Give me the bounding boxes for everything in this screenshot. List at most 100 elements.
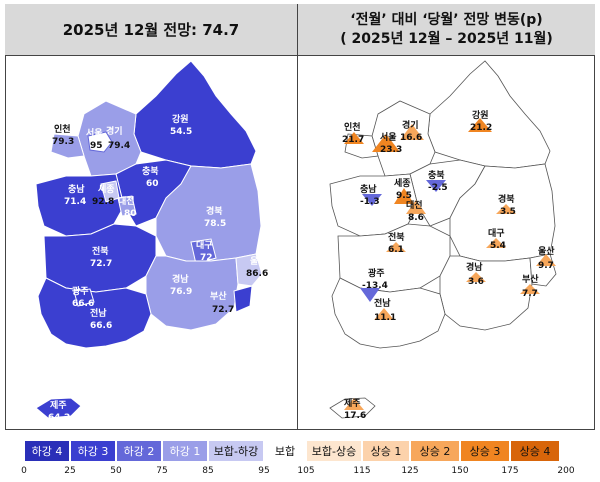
tick: 85 xyxy=(202,466,214,476)
label-daejeon-value: 80 xyxy=(124,209,137,219)
right-label-sejong-value: 9.5 xyxy=(396,191,412,201)
region-daejeon xyxy=(117,195,137,217)
tick: 115 xyxy=(353,466,371,476)
tick: 105 xyxy=(297,466,315,476)
label-ulsan-value: 86.6 xyxy=(246,269,268,279)
legend-hagang4: 하강 4 xyxy=(24,440,70,462)
marker-jeonbuk xyxy=(386,242,406,252)
tick: 200 xyxy=(557,466,575,476)
tick: 25 xyxy=(64,466,76,476)
label-daegu-name: 대구 xyxy=(196,239,213,251)
label-gyeongbuk-value: 78.5 xyxy=(204,219,226,229)
legend-sangseung4: 상승 4 xyxy=(510,440,560,462)
right-label-chungnam-value: -1.3 xyxy=(360,197,380,207)
marker-gwangju xyxy=(360,288,380,302)
right-label-chungbuk-name: 충북 xyxy=(428,169,445,181)
region-jeonbuk xyxy=(43,223,157,293)
marker-gyeongbuk xyxy=(496,204,516,214)
right-label-chungbuk-value: -2.5 xyxy=(428,183,448,193)
label-busan-value: 72.7 xyxy=(212,305,234,315)
right-label-ulsan-value: 9.7 xyxy=(538,261,554,271)
label-jeonbuk-value: 72.7 xyxy=(90,259,112,269)
legend-hagang1: 하강 1 xyxy=(162,440,208,462)
tick: 95 xyxy=(258,466,270,476)
right-label-gangwon-name: 강원 xyxy=(472,109,489,121)
region-jeonnam xyxy=(37,277,152,349)
label-ulsan-name: 울산 xyxy=(250,255,267,267)
region-ulsan xyxy=(235,253,263,287)
right-label-gyeonggi-name: 경기 xyxy=(402,119,419,131)
right-label-daegu-value: 5.4 xyxy=(490,241,506,251)
right-label-gyeongnam-name: 경남 xyxy=(466,261,483,273)
right-label-jeonnam-value: 11.1 xyxy=(374,313,396,323)
panel-divider xyxy=(297,4,298,430)
label-gyeongnam-name: 경남 xyxy=(172,273,189,285)
right-label-gyeongbuk-name: 경북 xyxy=(498,193,515,205)
right-label-gangwon-value: 21.2 xyxy=(470,123,492,133)
right-label-seoul-value: 23.3 xyxy=(380,145,402,155)
marker-jeju xyxy=(344,398,364,410)
legend-bohap-hagang: 보합-하강 xyxy=(208,440,264,462)
marker-sejong xyxy=(394,188,414,204)
label-gangwon-name: 강원 xyxy=(172,113,189,125)
region-gangwon xyxy=(133,60,257,169)
right-label-incheon-value: 21.7 xyxy=(342,135,364,145)
legend-sangseung1: 상승 1 xyxy=(362,440,410,462)
right-label-gyeonggi-value: 16.6 xyxy=(400,133,422,143)
marker-daegu xyxy=(486,238,506,248)
right-label-jeju-name: 제주 xyxy=(344,397,361,409)
label-sejong-name: 세종 xyxy=(98,183,115,195)
right-label-jeonbuk-value: 6.1 xyxy=(388,245,404,255)
label-incheon-name: 인천 xyxy=(54,124,71,135)
marker-chungbuk xyxy=(426,180,446,192)
tick: 75 xyxy=(156,466,168,476)
label-jeonbuk-name: 전북 xyxy=(92,245,109,257)
marker-gyeonggi xyxy=(400,124,424,140)
right-label-sejong-name: 세종 xyxy=(394,177,411,189)
label-chungnam-name: 충남 xyxy=(68,183,85,195)
right-label-ulsan-name: 울산 xyxy=(538,245,555,257)
region-incheon xyxy=(50,133,85,159)
right-label-gwangju-value: -13.4 xyxy=(362,281,388,291)
right-label-gyeongbuk-value: 3.5 xyxy=(500,207,516,217)
label-chungbuk-value: 60 xyxy=(146,179,159,189)
right-label-jeju-value: 17.6 xyxy=(344,411,366,421)
label-gwangju-value: 66.6 xyxy=(72,299,94,309)
label-jeju-value: 64.2 xyxy=(48,413,70,423)
right-label-seoul-name: 서울 xyxy=(380,131,397,143)
legend-sangseung2: 상승 2 xyxy=(410,440,460,462)
label-busan-name: 부산 xyxy=(210,290,227,302)
region-jeju xyxy=(35,397,82,419)
right-title-line2: ( 2025년 12월 – 2025년 11월) xyxy=(340,30,553,47)
legend-bohap-sangseung: 보합-상승 xyxy=(306,440,362,462)
legend-bohap: 보합 xyxy=(264,440,306,462)
tick: 175 xyxy=(501,466,519,476)
region-daegu xyxy=(190,238,217,265)
legend: 하강 4 하강 3 하강 2 하강 1 보합-하강 보합 보합-상승 상승 1 … xyxy=(24,440,560,462)
right-label-jeonbuk-name: 전북 xyxy=(388,231,405,243)
label-daegu-value: 72 xyxy=(200,253,213,263)
label-gangwon-value: 54.5 xyxy=(170,127,192,137)
label-incheon-value: 79.3 xyxy=(52,137,74,147)
label-seoul-value: 95 xyxy=(90,141,103,151)
marker-gangwon xyxy=(468,118,492,132)
label-gyeongbuk-name: 경북 xyxy=(206,205,223,217)
label-jeonnam-value: 66.6 xyxy=(90,321,112,331)
right-title-line1: ‘전월’ 대비 ‘당월’ 전망 변동(p) xyxy=(350,11,543,28)
marker-gyeongnam xyxy=(466,272,486,282)
left-choropleth-map: 인천 79.3 서울 95 경기 79.4 강원 54.5 충북 60 충남 7… xyxy=(35,60,268,423)
right-label-daejeon-name: 대전 xyxy=(406,199,423,211)
left-panel-title: 2025년 12월 전망: 74.7 xyxy=(5,4,297,56)
label-chungnam-value: 71.4 xyxy=(64,197,86,207)
right-label-chungnam-name: 충남 xyxy=(360,183,377,195)
legend-ticks: 0 25 50 75 85 95 105 115 125 150 175 200 xyxy=(0,466,600,480)
right-region-gangwon xyxy=(427,60,551,169)
left-title-text: 2025년 12월 전망: 74.7 xyxy=(62,21,240,39)
legend-hagang2: 하강 2 xyxy=(116,440,162,462)
marker-ulsan xyxy=(536,254,556,266)
marker-seoul xyxy=(372,134,400,152)
label-jeju-name: 제주 xyxy=(50,399,67,411)
region-seoul xyxy=(87,131,113,153)
tick: 150 xyxy=(451,466,469,476)
legend-sangseung3: 상승 3 xyxy=(460,440,510,462)
